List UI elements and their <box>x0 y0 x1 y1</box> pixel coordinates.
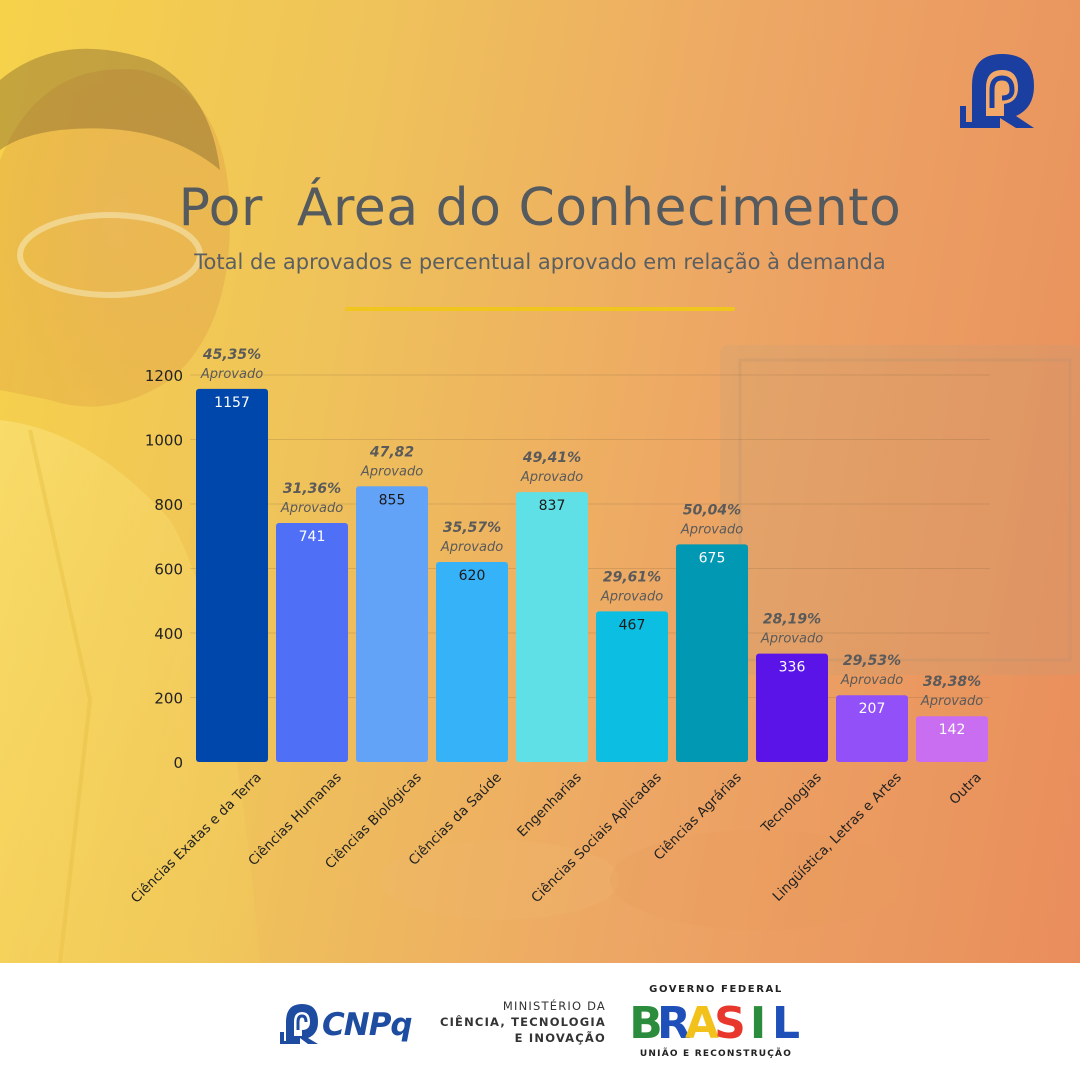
bar-value-label: 336 <box>779 660 806 676</box>
brasil-letter: L <box>772 998 800 1044</box>
x-category-label: Lingüística, Letras e Artes <box>770 770 905 905</box>
brasil-letter: R <box>657 998 691 1044</box>
bar-value-label: 620 <box>459 568 486 584</box>
bar-value-label: 675 <box>699 550 726 566</box>
x-category-label: Ciências Sociais Aplicadas <box>528 770 665 907</box>
bar-percent-suffix: Aprovado <box>680 522 743 537</box>
bar-percent-suffix: Aprovado <box>520 470 583 485</box>
background <box>0 0 1080 963</box>
brasil-letter: A <box>685 998 719 1044</box>
bar <box>596 611 668 762</box>
bar-value-label: 142 <box>939 722 966 738</box>
y-tick-label: 400 <box>154 625 183 643</box>
bar-percent-label: 38,38% <box>923 674 981 690</box>
bar-chart: 0 200 400 600 800 1000 1200 1157 45,35% Aprovado C… <box>128 347 990 907</box>
bar <box>676 544 748 762</box>
bar-percent-suffix: Aprovado <box>840 673 903 688</box>
bar-percent-label: 29,61% <box>603 569 661 585</box>
y-tick-label: 1200 <box>145 367 183 385</box>
bar-value-label: 837 <box>539 498 566 514</box>
brasil-letter: I <box>750 998 766 1044</box>
ministry-line-2: CIÊNCIA, TECNOLOGIA <box>439 1015 606 1029</box>
gov-top-label: GOVERNO FEDERAL <box>649 984 783 995</box>
bar-percent-suffix: Aprovado <box>200 367 263 382</box>
bar-value-label: 467 <box>619 617 646 633</box>
bar-percent-label: 28,19% <box>763 612 821 628</box>
gov-bottom-label: UNIÃO E RECONSTRUÇÃO <box>639 1049 793 1059</box>
brasil-letter: S <box>714 998 746 1044</box>
bar <box>276 523 348 762</box>
cnpq-wordmark: CNPq <box>322 1007 413 1043</box>
background-photo <box>0 48 1080 963</box>
bar-percent-label: 47,82 <box>369 444 414 460</box>
bar <box>836 695 908 762</box>
x-category-label: Engenharias <box>514 770 585 841</box>
bar-percent-label: 50,04% <box>683 502 741 518</box>
bar-percent-label: 49,41% <box>522 450 581 466</box>
bar-value-label: 855 <box>379 492 406 508</box>
bar-percent-suffix: Aprovado <box>360 464 423 479</box>
bar <box>756 653 828 762</box>
title-underline <box>345 307 735 311</box>
bar-percent-suffix: Aprovado <box>600 589 663 604</box>
chart-title: Por Área do Conhecimento <box>178 178 902 238</box>
ministry-line-3: E INOVAÇÃO <box>514 1031 606 1045</box>
y-tick-label: 200 <box>154 690 183 708</box>
bar <box>916 716 988 762</box>
x-category-label: Ciências Exatas e da Terra <box>128 770 265 907</box>
bar <box>436 562 508 762</box>
y-tick-label: 1000 <box>145 432 183 450</box>
bar-percent-suffix: Aprovado <box>760 632 823 647</box>
ministry-label: MINISTÉRIO DA CIÊNCIA, TECNOLOGIA E INOV… <box>430 998 606 1046</box>
bar-percent-suffix: Aprovado <box>280 501 343 516</box>
bar-percent-suffix: Aprovado <box>920 694 983 709</box>
bar-percent-suffix: Aprovado <box>440 540 503 555</box>
bar-percent-label: 31,36% <box>283 481 341 497</box>
bar <box>196 388 268 762</box>
cnpq-logo-icon <box>280 1004 318 1044</box>
bar-value-label: 207 <box>859 701 886 717</box>
x-category-label: Ciências Agrárias <box>651 770 745 864</box>
footer <box>0 963 1080 1080</box>
cnpq-logo-icon <box>960 54 1034 128</box>
bar-percent-label: 35,57% <box>443 520 501 536</box>
bar <box>516 492 588 762</box>
y-tick-label: 800 <box>154 496 183 514</box>
ministry-line-1: MINISTÉRIO DA <box>502 999 606 1013</box>
bar-value-label: 1157 <box>214 395 250 411</box>
x-category-label: Outra <box>946 770 984 808</box>
chart-subtitle: Total de aprovados e percentual aprovado… <box>194 250 886 274</box>
x-category-label: Tecnologias <box>758 770 825 837</box>
brasil-letter: B <box>632 998 663 1044</box>
bar-percent-label: 45,35% <box>202 347 261 363</box>
y-tick-label: 600 <box>154 561 183 579</box>
bar <box>356 486 428 762</box>
y-tick-label: 0 <box>173 754 183 772</box>
bar-value-label: 741 <box>299 529 326 545</box>
bar-percent-label: 29,53% <box>843 653 901 669</box>
